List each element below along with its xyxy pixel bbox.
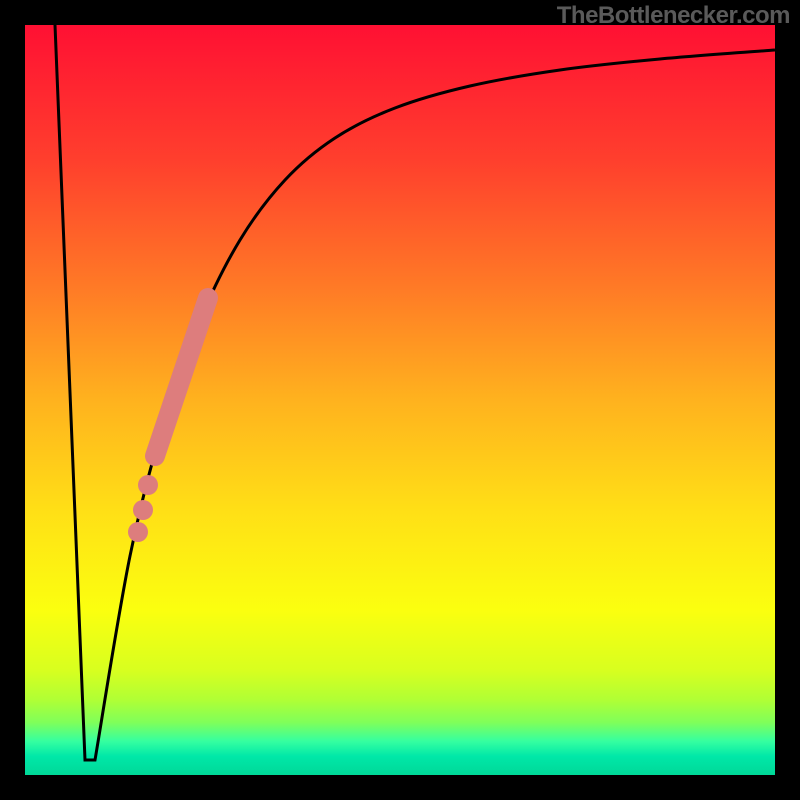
- gradient-background: [25, 25, 775, 775]
- bottleneck-chart: [0, 0, 800, 800]
- highlight-dot: [133, 500, 153, 520]
- watermark-text: TheBottlenecker.com: [557, 2, 790, 30]
- highlight-dot: [138, 475, 158, 495]
- highlight-dot: [128, 522, 148, 542]
- chart-container: TheBottlenecker.com: [0, 0, 800, 800]
